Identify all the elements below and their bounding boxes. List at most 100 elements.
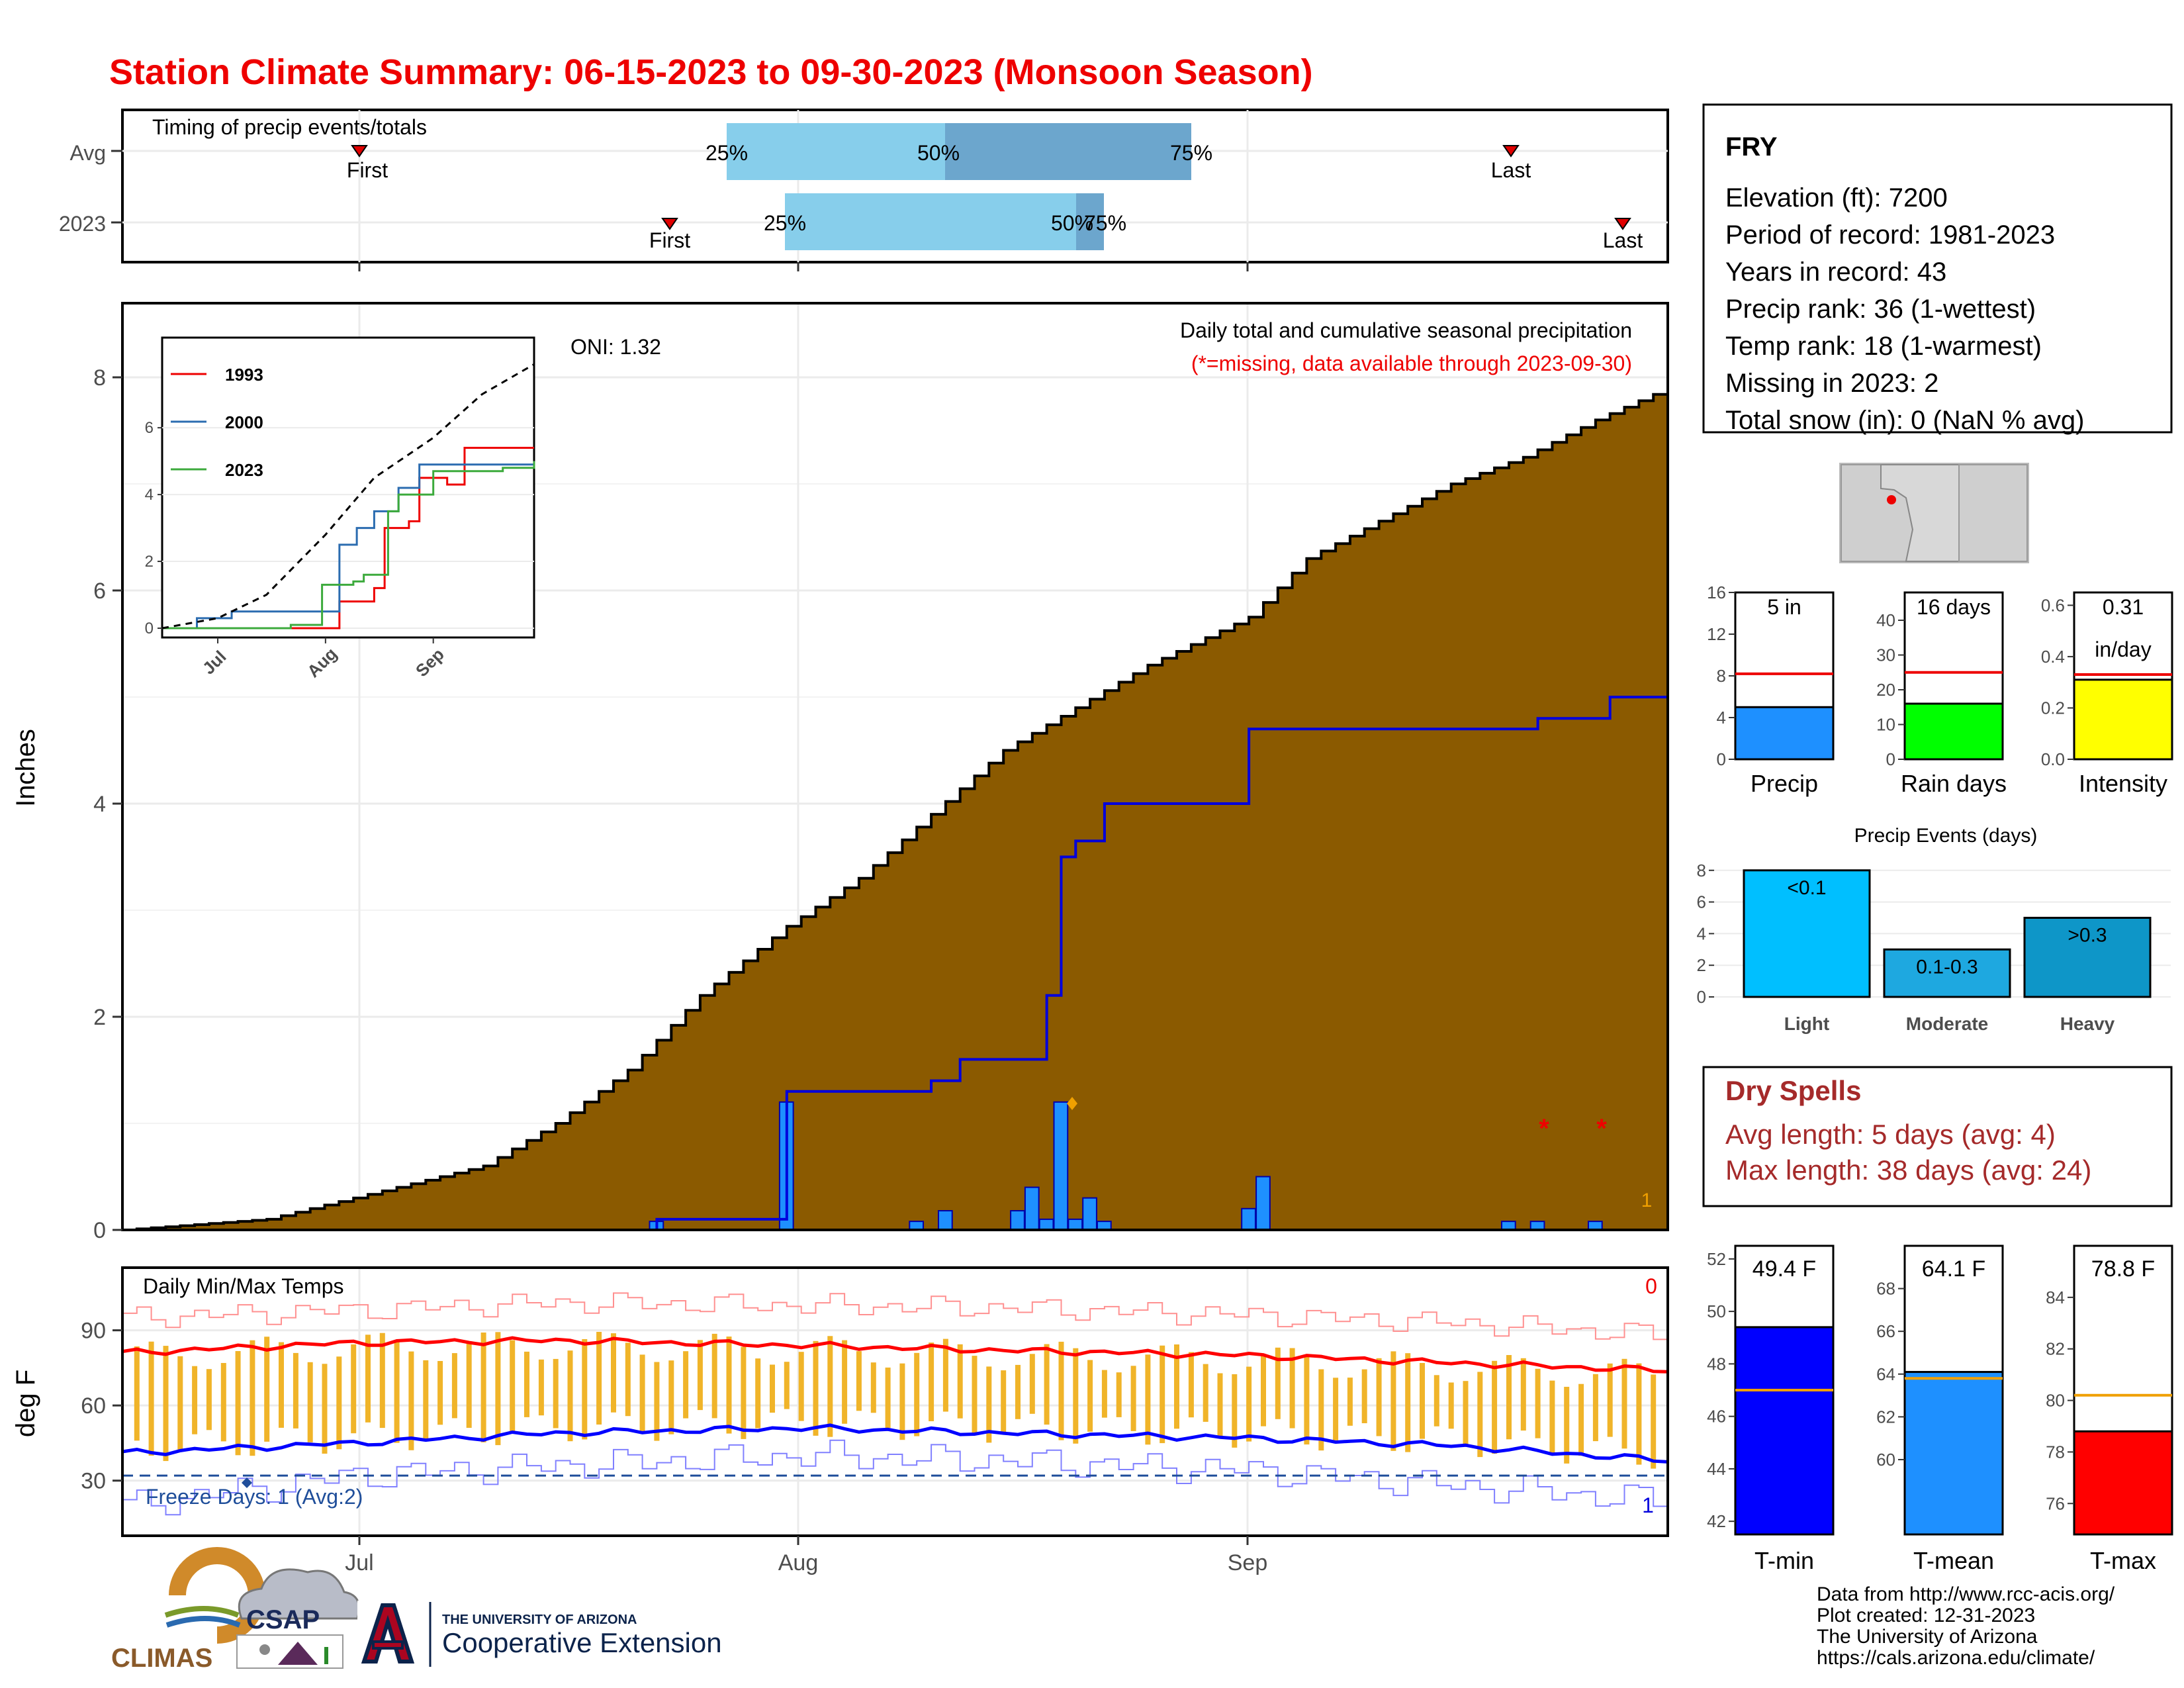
temp-range-bar: [538, 1359, 544, 1416]
inset-legend-2000: 2000: [225, 412, 263, 432]
temp-range-bar: [322, 1364, 328, 1454]
station-info-box: FRY Elevation (ft): 7200 Period of recor…: [1702, 103, 2173, 435]
mini-bar-tick-label: 16: [1707, 583, 1726, 602]
temp-range-bar: [856, 1351, 862, 1411]
station-location-dot: [1887, 495, 1896, 504]
temp-range-bar: [192, 1366, 198, 1434]
temp-range-bar: [1420, 1363, 1425, 1439]
temp-y-label: 90: [81, 1319, 106, 1344]
temp-range-bar: [1607, 1363, 1613, 1437]
freeze-day-marker: [242, 1477, 252, 1488]
temp-panel-label: Daily Min/Max Temps: [143, 1274, 343, 1298]
mini-bar-tick-label: 0.4: [2041, 647, 2065, 667]
daily-bar: [1255, 1176, 1271, 1231]
temp-range-bar: [1564, 1387, 1570, 1464]
temp-range-bar: [250, 1340, 255, 1456]
precip-note: Daily total and cumulative seasonal prec…: [1180, 318, 1632, 342]
temp-bar-tick-label: 52: [1707, 1249, 1726, 1269]
x-tick-aug: Aug: [778, 1550, 819, 1575]
temp-range-bar: [553, 1358, 559, 1429]
temp-range-bar: [654, 1362, 660, 1441]
precip-panel: 0 2 4 6 8 Inches Daily total and cumulative …: [11, 302, 1669, 1243]
temp-range-bar: [1448, 1382, 1454, 1429]
events-bar-heavy: [2023, 916, 2152, 998]
temp-range-bar: [163, 1346, 169, 1462]
avg-max-line: [122, 1336, 1668, 1374]
temp-range-bar: [726, 1336, 732, 1434]
temp-bar-label: T-mean: [1913, 1547, 1994, 1574]
temp-bar-tick-label: 60: [1876, 1450, 1895, 1470]
temp-range-bar: [495, 1332, 501, 1446]
y2023-first-marker: [661, 218, 678, 230]
mini-bar-tick-label: 8: [1717, 666, 1726, 686]
temp-range-bar: [1592, 1374, 1598, 1442]
events-bar-value: >0.3: [2068, 924, 2107, 946]
temp-bar-value-label: 78.8 F: [2091, 1256, 2155, 1282]
events-bar-value: <0.1: [1787, 877, 1826, 899]
mini-bar-tick-label: 30: [1876, 645, 1895, 665]
temp-range-bar: [1087, 1360, 1093, 1432]
temp-bar-tick-label: 46: [1707, 1407, 1726, 1427]
temp-range-bar: [365, 1335, 371, 1423]
csap-logo: CSAP: [236, 1568, 360, 1669]
temp-range-bar: [220, 1363, 226, 1442]
temp-range-bar: [394, 1340, 400, 1443]
mini-bar-value: [2073, 679, 2173, 761]
ua-logo-big-text: Cooperative Extension: [442, 1627, 722, 1658]
temp-range-bar: [813, 1340, 819, 1436]
mini-bar-value-label: 16 days: [1917, 595, 1991, 619]
inset-y-label: 2: [145, 553, 154, 571]
y2023-first-label: First: [649, 228, 690, 252]
mini-bar-intensity: 0.31 in/day Intensity 0.0 0.2 0.4 0.6: [2041, 591, 2173, 797]
temp-range-bar: [611, 1333, 616, 1413]
temp-range-bar: [1116, 1372, 1122, 1417]
avg-50-75-bar: [945, 123, 1191, 180]
temp-bar-tick-label: 48: [1707, 1354, 1726, 1374]
temp-range-bar: [1535, 1368, 1541, 1438]
station-precip-rank: Precip rank: 36 (1-wettest): [1725, 295, 2036, 324]
mini-bar-label: Precip: [1751, 770, 1818, 797]
temp-bar-t-max: 78.8 F T-max 76 78 80 82 84: [2046, 1244, 2173, 1574]
y2023-50-75-bar: [1076, 193, 1104, 250]
temp-range-bar: [683, 1351, 689, 1419]
events-y-label: 8: [1697, 861, 1706, 880]
oni-label: ONI: 1.32: [570, 335, 661, 359]
avg-last-label: Last: [1491, 158, 1531, 182]
temp-bar-tick-label: 82: [2046, 1339, 2065, 1359]
temp-range-bar: [755, 1358, 761, 1429]
temp-range-bar: [957, 1344, 963, 1419]
credit-data-source: Data from http://www.rcc-acis.org/: [1817, 1583, 2115, 1605]
inset-frame: [161, 336, 535, 639]
temp-range-bar: [1188, 1352, 1194, 1418]
climas-logo-text: CLIMAS: [111, 1644, 212, 1673]
temp-range-bar: [582, 1339, 588, 1440]
temp-range-bar: [1130, 1366, 1136, 1431]
temp-range-bar: [235, 1351, 241, 1456]
temp-range-bar: [466, 1341, 472, 1428]
events-y-label: 4: [1697, 923, 1706, 943]
record-day-marker: [1067, 1097, 1077, 1110]
mini-bar-tick-label: 40: [1876, 610, 1895, 630]
y2023-p25-label: 25%: [764, 211, 806, 235]
station-years: Years in record: 43: [1725, 258, 1946, 287]
mini-bar-tick-label: 0.2: [2041, 698, 2065, 718]
temp-range-bar: [1433, 1375, 1439, 1427]
record-max-line: [122, 1292, 1668, 1340]
timing-row-2023-label: 2023: [59, 212, 106, 236]
temp-bar-tick-label: 80: [2046, 1391, 2065, 1411]
avg-first-marker: [351, 145, 368, 158]
y-tick-label: 6: [93, 579, 106, 604]
precip-panel-frame: [121, 302, 1669, 1231]
station-temp-rank: Temp rank: 18 (1-warmest): [1725, 332, 2042, 361]
mini-bar-label: Intensity: [2079, 770, 2167, 797]
avg-p50-label: 50%: [917, 141, 960, 165]
events-y-label: 2: [1697, 955, 1706, 975]
temp-range-bar: [1361, 1369, 1367, 1423]
station-missing: Missing in 2023: 2: [1725, 369, 1938, 398]
y2023-p50-label: 50%: [1051, 211, 1093, 235]
temp-range-bar: [437, 1361, 443, 1425]
missing-marker-2: *: [1596, 1114, 1607, 1143]
temp-range-bar: [1549, 1380, 1555, 1455]
